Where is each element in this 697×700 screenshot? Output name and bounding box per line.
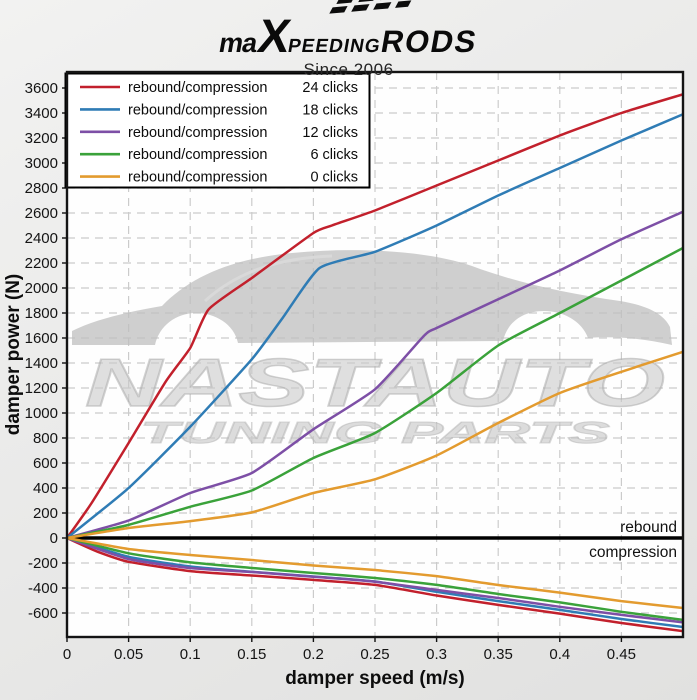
logo-text-ma: ma [216, 28, 259, 58]
legend-label: rebound/compression [128, 147, 267, 163]
legend-clicks: 12 clicks [302, 125, 358, 141]
legend-label: rebound/compression [128, 80, 267, 96]
legend-label: rebound/compression [128, 170, 267, 186]
series-line-rebound-0-clicks [67, 350, 683, 540]
y-tick-label: 2800 [25, 180, 58, 197]
watermark-car-window-line [203, 254, 333, 303]
series-line-rebound-24-clicks [67, 93, 683, 540]
series-lines [67, 93, 683, 633]
x-tick-label: 0.25 [360, 646, 389, 663]
x-tick-label: 0.1 [180, 646, 201, 663]
x-tick-label: 0.15 [237, 646, 266, 663]
y-axis-title: damper power (N) [3, 274, 24, 436]
x-tick-label: 0.45 [607, 646, 636, 663]
x-tick-label: 0.2 [303, 646, 324, 663]
x-tick-label: 0 [63, 646, 71, 663]
zone-label-rebound: rebound [620, 519, 677, 536]
legend-entry: rebound/compression 0 clicks [80, 170, 358, 186]
watermark-car [72, 250, 672, 345]
y-tick-label: 1000 [25, 405, 58, 422]
legend-clicks: 18 clicks [302, 102, 358, 118]
y-tick-label: -600 [28, 605, 58, 622]
zone-label-rebound-bg [610, 518, 680, 535]
logo-text-rods: RODS [378, 24, 480, 59]
y-tick-label: -200 [28, 555, 58, 572]
series-line-compression-6-clicks [67, 536, 683, 622]
y-tick-label: 3000 [25, 155, 58, 172]
series-line-rebound-12-clicks [67, 210, 683, 540]
y-tick-label: 3600 [25, 80, 58, 97]
x-tick-label: 0.3 [426, 646, 447, 663]
legend-label: rebound/compression [128, 125, 267, 141]
watermark-text-1: NASTAUTO [85, 345, 665, 421]
zone-label-compression: compression [589, 544, 677, 561]
legend-entry: rebound/compression 6 clicks [80, 147, 358, 163]
series-line-rebound-6-clicks [67, 246, 683, 540]
legend-clicks: 6 clicks [310, 147, 358, 163]
legend-clicks: 0 clicks [310, 170, 358, 186]
y-tick-label: 2200 [25, 255, 58, 272]
logo-tagline: Since 2006 [303, 60, 394, 79]
y-tick-label: 200 [33, 505, 58, 522]
y-tick-label: 2000 [25, 280, 58, 297]
legend-label: rebound/compression [128, 102, 267, 118]
x-axis-title: damper speed (m/s) [285, 668, 465, 689]
legend-entry: rebound/compression 12 clicks [80, 125, 358, 141]
legend-box: rebound/compression 24 clicksrebound/comp… [64, 72, 371, 189]
y-tick-label: 0 [50, 530, 58, 547]
tick-labels: 0 0.05 0.1 0.15 0.2 0.25 0.3 0.35 0.4 0.45 -600 -40… [25, 80, 636, 663]
y-tick-label: 1200 [25, 380, 58, 397]
x-tick-label: 0.05 [114, 646, 143, 663]
zone-label-compression-bg [583, 543, 680, 561]
watermark-text-2: TUNING PARTS [140, 415, 611, 450]
series-line-compression-0-clicks [67, 536, 683, 610]
x-tick-label: 0.4 [549, 646, 570, 663]
legend-clicks: 24 clicks [302, 80, 358, 96]
series-line-compression-12-clicks [67, 536, 683, 624]
legend-entry: rebound/compression 24 clicks [80, 80, 358, 96]
y-tick-label: -400 [28, 580, 58, 597]
brand-logo: ma X PEEDING RODS Since 2006 [216, 0, 480, 80]
x-tick-label: 0.35 [484, 646, 513, 663]
logo-text-peeding: PEEDING [285, 36, 383, 57]
plot-border [65, 70, 685, 639]
legend-entry: rebound/compression 18 clicks [80, 102, 358, 118]
y-tick-label: 3400 [25, 105, 58, 122]
y-tick-label: 2400 [25, 230, 58, 247]
y-tick-label: 1600 [25, 330, 58, 347]
series-line-compression-24-clicks [67, 536, 683, 633]
series-line-rebound-18-clicks [67, 113, 683, 540]
checkered-flag-icon [329, 0, 412, 14]
y-tick-label: 3200 [25, 130, 58, 147]
y-tick-label: 400 [33, 480, 58, 497]
logo-wordmark: ma X PEEDING RODS [216, 9, 481, 62]
y-tick-label: 800 [33, 430, 58, 447]
y-tick-label: 600 [33, 455, 58, 472]
y-tick-label: 1800 [25, 305, 58, 322]
y-tick-label: 2600 [25, 205, 58, 222]
y-tick-label: 1400 [25, 355, 58, 372]
